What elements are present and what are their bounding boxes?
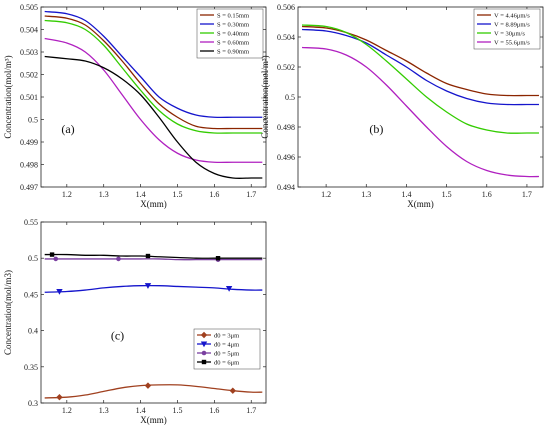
x-tick-label: 1.4 bbox=[136, 190, 146, 199]
series-line-2 bbox=[44, 10, 263, 119]
plot-area bbox=[40, 221, 267, 404]
legend-entry: S = 0.15mm bbox=[217, 12, 249, 19]
legend-marker bbox=[200, 341, 208, 348]
x-tick-label: 1.6 bbox=[209, 190, 219, 199]
x-tick-label: 1.7 bbox=[522, 190, 532, 199]
x-tick-label: 1.7 bbox=[246, 190, 256, 199]
y-tick-label: 0.498 bbox=[277, 123, 295, 132]
legend-entry: V = 4.46μm/s bbox=[494, 12, 530, 19]
x-tick-label: 1.2 bbox=[62, 190, 72, 199]
legend-entry: S = 0.40mm bbox=[217, 30, 249, 37]
x-tick-label: 1.5 bbox=[172, 190, 182, 199]
series-line-5 bbox=[44, 55, 263, 179]
data-point-marker bbox=[144, 382, 152, 389]
y-tick-label: 0.5 bbox=[28, 116, 38, 125]
data-point-marker bbox=[53, 256, 59, 262]
legend-marker bbox=[200, 331, 208, 339]
x-tick-label: 1.2 bbox=[62, 406, 72, 415]
y-tick-label: 0.502 bbox=[20, 71, 38, 80]
y-tick-label: 0.35 bbox=[24, 363, 38, 372]
legend-marker bbox=[201, 350, 207, 356]
series-line-3 bbox=[44, 258, 263, 261]
y-tick-label: 0.4 bbox=[28, 327, 38, 336]
legend-entry: V = 8.89μm/s bbox=[494, 21, 530, 28]
legend-marker bbox=[201, 359, 207, 365]
y-axis-label: Concentration(mol/m3) bbox=[3, 270, 13, 355]
y-axis-label: Concentration(mol/m³) bbox=[260, 55, 270, 138]
series-line-4 bbox=[301, 46, 539, 178]
x-tick-label: 1.4 bbox=[401, 190, 411, 199]
series-line-3 bbox=[44, 19, 263, 134]
legend-entry: S = 0.90mm bbox=[217, 48, 249, 55]
x-tick-label: 1.4 bbox=[136, 406, 146, 415]
legend-entry: S = 0.60mm bbox=[217, 39, 249, 46]
y-tick-label: 0.501 bbox=[20, 93, 38, 102]
x-tick-label: 1.7 bbox=[246, 406, 256, 415]
legend-entry: d0 = 5μm bbox=[214, 350, 239, 357]
x-axis-label: X(mm) bbox=[140, 415, 167, 425]
data-point-marker bbox=[116, 256, 121, 262]
x-tick-label: 1.3 bbox=[99, 190, 109, 199]
data-point-marker bbox=[215, 256, 221, 261]
y-tick-label: 0.3 bbox=[28, 399, 38, 408]
chart-panel-2: 1.2 1.3 1.4 1.5 1.6 1.7 0.494 0.496 0.498 0.5 0.50… bbox=[260, 3, 544, 209]
legend-entry: V = 55.6μm/s bbox=[494, 39, 530, 46]
chart-panel-3: 1.2 1.3 1.4 1.5 1.6 1.7 0.3 0.35 0.4 0.45 0.5 0.55 X… bbox=[3, 218, 267, 425]
x-tick-label: 1.2 bbox=[321, 190, 331, 199]
data-point-marker bbox=[225, 286, 233, 292]
y-tick-label: 0.498 bbox=[20, 161, 38, 170]
x-tick-label: 1.6 bbox=[482, 190, 492, 199]
legend-entry: d0 = 4μm bbox=[214, 341, 239, 348]
legend-entry: S = 0.30mm bbox=[217, 21, 249, 28]
y-tick-label: 0.499 bbox=[20, 138, 38, 147]
x-axis-label: X(mm) bbox=[140, 199, 167, 209]
legend: V = 4.46μm/s V = 8.89μm/s V = 30μm/s V = 55… bbox=[473, 8, 541, 50]
panel-label: (a) bbox=[61, 122, 74, 136]
y-tick-label: 0.505 bbox=[20, 3, 38, 12]
y-tick-label: 0.45 bbox=[24, 290, 38, 299]
y-tick-label: 0.496 bbox=[277, 153, 295, 162]
x-tick-label: 1.5 bbox=[172, 406, 182, 415]
y-tick-label: 0.503 bbox=[20, 48, 38, 57]
x-tick-label: 1.3 bbox=[99, 406, 109, 415]
series-line-2 bbox=[44, 284, 263, 293]
y-tick-label: 0.5 bbox=[285, 93, 295, 102]
x-axis-label: X(mm) bbox=[407, 199, 434, 209]
legend: S = 0.15mm S = 0.30mm S = 0.40mm S = 0.60mm… bbox=[196, 8, 264, 59]
legend-entry: d0 = 3μm bbox=[214, 332, 239, 339]
data-point-marker bbox=[56, 394, 63, 401]
y-tick-label: 0.506 bbox=[277, 3, 295, 12]
x-tick-label: 1.6 bbox=[209, 406, 219, 415]
legend-entry: d0 = 6μm bbox=[214, 359, 239, 366]
y-tick-label: 0.497 bbox=[20, 183, 38, 192]
legend: d0 = 3μm d0 = 4μm d0 = 5μm d0 = 6μm bbox=[193, 328, 261, 370]
data-point-marker bbox=[144, 283, 152, 289]
chart-panel-1: 1.2 1.3 1.4 1.5 1.6 1.7 0.497 0.498 0.499 0.5 0.50… bbox=[3, 3, 267, 209]
y-tick-label: 0.55 bbox=[24, 218, 38, 227]
panel-label: (c) bbox=[111, 329, 124, 343]
data-point-marker bbox=[145, 253, 151, 259]
series-line-3 bbox=[301, 24, 539, 134]
series-line-4 bbox=[44, 253, 263, 259]
x-tick-label: 1.3 bbox=[361, 190, 371, 199]
y-tick-label: 0.504 bbox=[20, 26, 38, 35]
data-point-marker bbox=[229, 387, 237, 394]
y-tick-label: 0.5 bbox=[28, 254, 38, 263]
y-tick-label: 0.504 bbox=[277, 33, 295, 42]
data-point-marker bbox=[49, 252, 55, 257]
series-line-4 bbox=[44, 37, 263, 164]
y-tick-label: 0.494 bbox=[277, 183, 295, 192]
x-tick-label: 1.5 bbox=[442, 190, 452, 199]
y-axis-label: Concentration(mol/m³) bbox=[3, 55, 13, 138]
legend-entry: V = 30μm/s bbox=[494, 30, 525, 37]
series-line-2 bbox=[301, 28, 539, 106]
y-tick-label: 0.502 bbox=[277, 63, 295, 72]
series-line-1 bbox=[44, 15, 263, 130]
panel-label: (b) bbox=[369, 122, 383, 136]
data-point-marker bbox=[56, 288, 63, 295]
